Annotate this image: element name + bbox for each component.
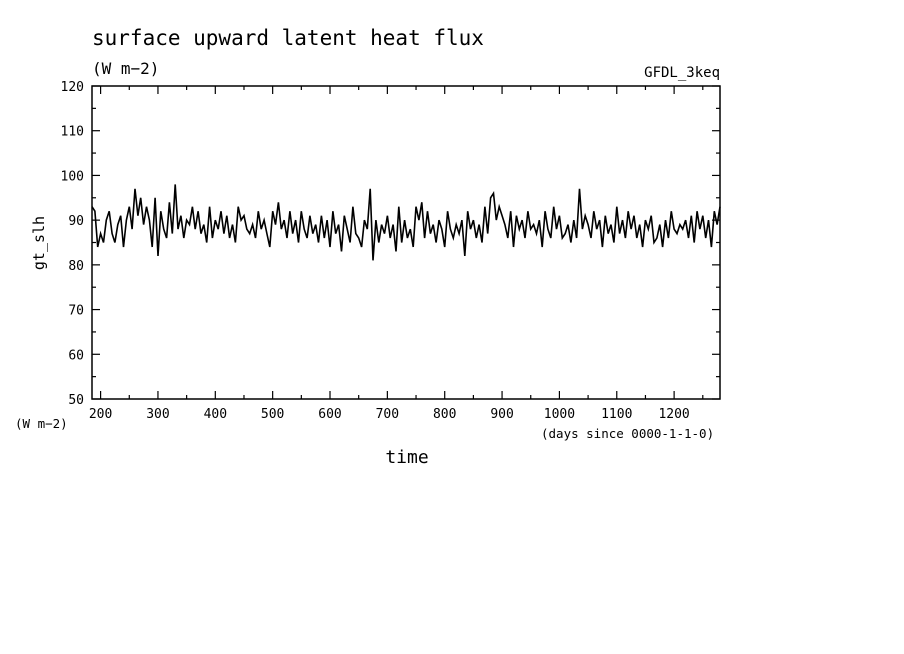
y-tick-label: 100 (61, 169, 84, 184)
chart-subtitle: (W m−2) (92, 59, 159, 78)
x-axis-label: time (385, 447, 428, 468)
y-axis-unit: (W m−2) (15, 416, 68, 431)
y-tick-label: 60 (68, 348, 84, 363)
y-axis: 50 60 70 80 90 100 110 120 (61, 80, 720, 408)
x-tick-label: 700 (376, 407, 399, 422)
x-tick-label: 800 (433, 407, 456, 422)
chart-title: surface upward latent heat flux (92, 26, 484, 50)
x-tick-label: 500 (261, 407, 284, 422)
x-tick-label: 400 (204, 407, 227, 422)
series-line (91, 184, 721, 261)
y-tick-label: 50 (68, 393, 84, 408)
dataset-label: GFDL_3keq (644, 65, 720, 81)
x-tick-label: 300 (146, 407, 169, 422)
y-tick-label: 70 (68, 304, 84, 319)
y-tick-label: 80 (68, 259, 84, 274)
x-tick-label: 200 (89, 407, 112, 422)
x-tick-label: 1200 (658, 407, 689, 422)
x-tick-label: 1100 (601, 407, 632, 422)
y-tick-label: 120 (61, 80, 84, 95)
x-axis: 200 300 400 500 600 700 800 900 1000 1100 1200 (89, 86, 704, 422)
x-axis-unit: (days since 0000-1-1-0) (541, 426, 714, 441)
plot-frame (91, 85, 721, 400)
x-tick-label: 900 (490, 407, 513, 422)
y-axis-label: gt_slh (30, 216, 48, 270)
y-tick-label: 90 (68, 214, 84, 229)
x-tick-label: 600 (318, 407, 341, 422)
plot-area: 50 60 70 80 90 100 110 120 200 300 400 500 600 700 80… (61, 80, 721, 422)
y-tick-label: 110 (61, 125, 84, 140)
x-tick-label: 1000 (544, 407, 575, 422)
